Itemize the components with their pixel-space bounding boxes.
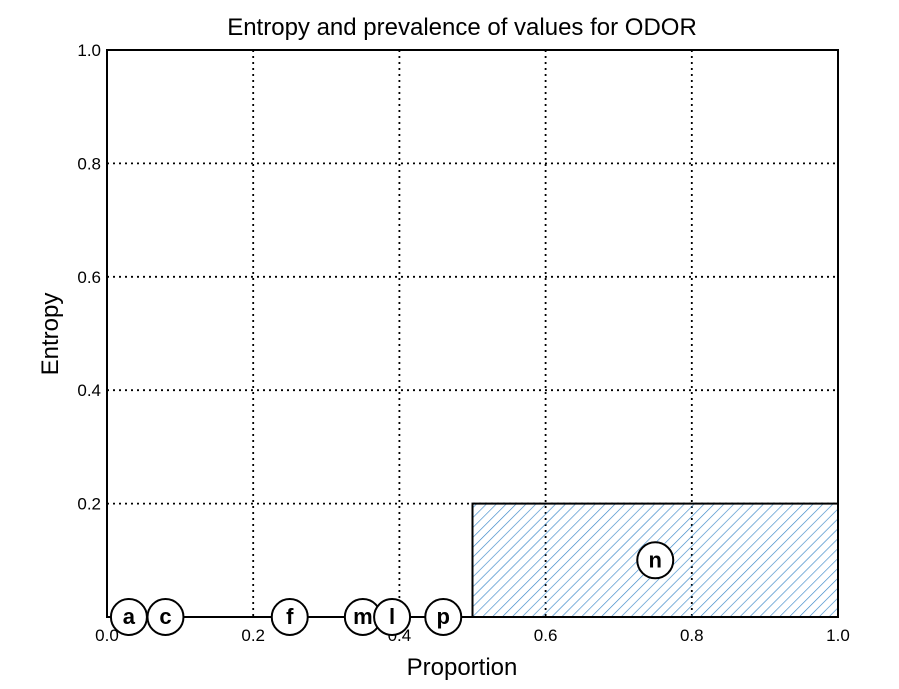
value-markers: a c f m l p n [109,541,675,636]
marker-label-m: m [353,604,373,629]
marker-f: f [270,598,309,636]
grid-lines [107,50,838,617]
marker-n: n [636,541,675,580]
marker-label-l: l [389,604,395,629]
marker-label-f: f [286,604,294,629]
marker-l: l [373,598,412,636]
plot-frame [106,49,839,618]
marker-circle-c [146,598,185,636]
y-tick-label-4: 1.0 [77,41,101,60]
y-tick-label-1: 0.4 [77,381,101,400]
chart-title: Entropy and prevalence of values for ODO… [227,14,697,41]
marker-label-n: n [649,547,662,572]
marker-label-p: p [437,604,450,629]
y-tick-label-0: 0.2 [77,495,101,514]
marker-a: a [109,598,148,636]
marker-c: c [146,598,185,636]
y-tick-label-2: 0.6 [77,268,101,287]
marker-circle-p [424,598,463,636]
marker-label-c: c [159,604,171,629]
marker-circle-f [270,598,309,636]
x-tick-label-0: 0.0 [95,626,119,645]
marker-circle-n [636,541,675,580]
y-tick-label-3: 0.8 [77,154,101,173]
x-axis-label: Proportion [407,654,518,681]
marker-p: p [424,598,463,636]
y-tick-labels: 0.2 0.4 0.6 0.8 1.0 [77,41,101,514]
x-tick-label-4: 0.8 [680,626,704,645]
x-tick-labels: 0.0 0.2 0.4 0.6 0.8 1.0 [95,626,850,645]
marker-label-a: a [123,604,136,629]
y-axis-label: Entropy [37,293,64,376]
x-tick-label-5: 1.0 [826,626,850,645]
x-tick-label-3: 0.6 [534,626,558,645]
x-tick-label-1: 0.2 [241,626,265,645]
marker-circle-l [373,598,412,636]
